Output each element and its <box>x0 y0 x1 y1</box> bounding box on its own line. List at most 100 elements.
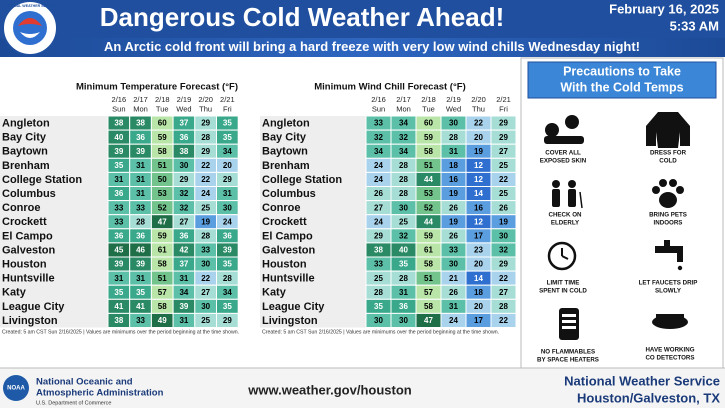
value-text: 47 <box>158 217 167 226</box>
value-text: 34 <box>374 147 383 156</box>
row-name: College Station <box>262 174 342 186</box>
value-text: 32 <box>374 133 383 142</box>
value-text: 19 <box>449 217 458 226</box>
value-text: 36 <box>179 231 188 240</box>
value-text: 35 <box>223 133 232 142</box>
column-date: 2/19 <box>177 95 192 104</box>
value-text: 49 <box>158 316 167 325</box>
value-text: 30 <box>201 302 210 311</box>
value-text: 38 <box>374 246 383 255</box>
value-text: 14 <box>474 189 483 198</box>
value-text: 22 <box>201 161 210 170</box>
value-text: 35 <box>223 260 232 269</box>
value-text: 33 <box>136 316 145 325</box>
precaution-label: ELDERLY <box>551 220 580 227</box>
row-name: El Campo <box>2 230 53 242</box>
value-text: 37 <box>179 260 188 269</box>
row-name: El Campo <box>262 230 313 242</box>
value-text: 27 <box>179 217 188 226</box>
precaution-label: LET FAUCETS DRIP <box>639 280 698 287</box>
value-text: 52 <box>424 203 433 212</box>
value-text: 28 <box>201 133 210 142</box>
column-day: Fri <box>223 104 232 113</box>
value-text: 35 <box>114 161 123 170</box>
value-text: 32 <box>399 231 408 240</box>
value-text: 35 <box>399 260 408 269</box>
column-date: 2/20 <box>471 95 486 104</box>
value-text: 19 <box>449 189 458 198</box>
table-title: Minimum Wind Chill Forecast (°F) <box>314 82 466 93</box>
value-text: 40 <box>114 133 123 142</box>
value-text: 25 <box>201 203 210 212</box>
header-bar <box>0 0 725 38</box>
row-name: Huntsville <box>2 273 55 285</box>
column-day: Tue <box>422 104 435 113</box>
row-name: Angleton <box>262 117 310 129</box>
row-name: Conroe <box>2 202 41 214</box>
precaution-label: SPENT IN COLD <box>539 288 587 295</box>
column-day: Wed <box>446 104 461 113</box>
row-name: Livingston <box>262 315 318 327</box>
value-text: 22 <box>499 274 508 283</box>
value-text: 34 <box>399 119 408 128</box>
value-text: 28 <box>136 217 145 226</box>
value-text: 29 <box>499 133 508 142</box>
precautions-title: Precautions to Take <box>563 64 681 78</box>
time: 5:33 AM <box>670 18 719 33</box>
column-day: Mon <box>133 104 148 113</box>
value-text: 34 <box>179 288 188 297</box>
value-text: 39 <box>136 147 145 156</box>
value-text: 12 <box>474 161 483 170</box>
precaution-label: HAVE WORKING <box>645 347 694 354</box>
precaution-label: EXPOSED SKIN <box>540 158 587 165</box>
value-text: 33 <box>449 246 458 255</box>
value-text: 28 <box>399 175 408 184</box>
org-name: Atmospheric Administration <box>36 388 164 399</box>
value-text: 18 <box>474 288 483 297</box>
value-text: 30 <box>399 316 408 325</box>
org-name: National Oceanic and <box>36 377 133 388</box>
column-date: 2/20 <box>198 95 213 104</box>
value-text: 24 <box>374 217 383 226</box>
row-name: Conroe <box>262 202 301 214</box>
icon-faucet <box>655 240 683 271</box>
value-text: 61 <box>424 246 433 255</box>
column-day: Sun <box>372 104 385 113</box>
table-note: Created: 5 am CST Sun 2/16/2025 | Values… <box>2 329 239 335</box>
column-date: 2/21 <box>220 95 235 104</box>
value-text: 20 <box>223 161 232 170</box>
noaa-logo <box>3 375 29 401</box>
column-date: 2/16 <box>112 95 127 104</box>
value-text: 60 <box>158 119 167 128</box>
value-text: 51 <box>424 274 433 283</box>
column-day: Fri <box>499 104 508 113</box>
value-text: 33 <box>374 119 383 128</box>
value-text: 32 <box>179 203 188 212</box>
value-text: 30 <box>499 231 508 240</box>
value-text: 26 <box>449 203 458 212</box>
value-text: 30 <box>201 260 210 269</box>
value-text: 19 <box>474 147 483 156</box>
value-text: 33 <box>114 217 123 226</box>
row-name: Crockett <box>262 216 307 228</box>
value-text: 39 <box>136 260 145 269</box>
value-text: 25 <box>374 274 383 283</box>
value-text: 33 <box>374 260 383 269</box>
value-text: 31 <box>223 189 232 198</box>
value-text: 38 <box>114 316 123 325</box>
column-day: Wed <box>176 104 191 113</box>
logo-text: NATIONAL WEATHER SERVICE <box>3 4 57 8</box>
value-text: 52 <box>158 203 167 212</box>
value-cell <box>490 312 517 328</box>
value-text: 31 <box>449 302 458 311</box>
value-text: 31 <box>114 274 123 283</box>
value-text: 29 <box>374 231 383 240</box>
column-day: Thu <box>199 104 212 113</box>
value-text: 36 <box>114 189 123 198</box>
value-text: 36 <box>136 133 145 142</box>
value-text: 53 <box>158 189 167 198</box>
value-text: 32 <box>499 246 508 255</box>
value-text: 23 <box>474 246 483 255</box>
value-text: 59 <box>424 133 433 142</box>
